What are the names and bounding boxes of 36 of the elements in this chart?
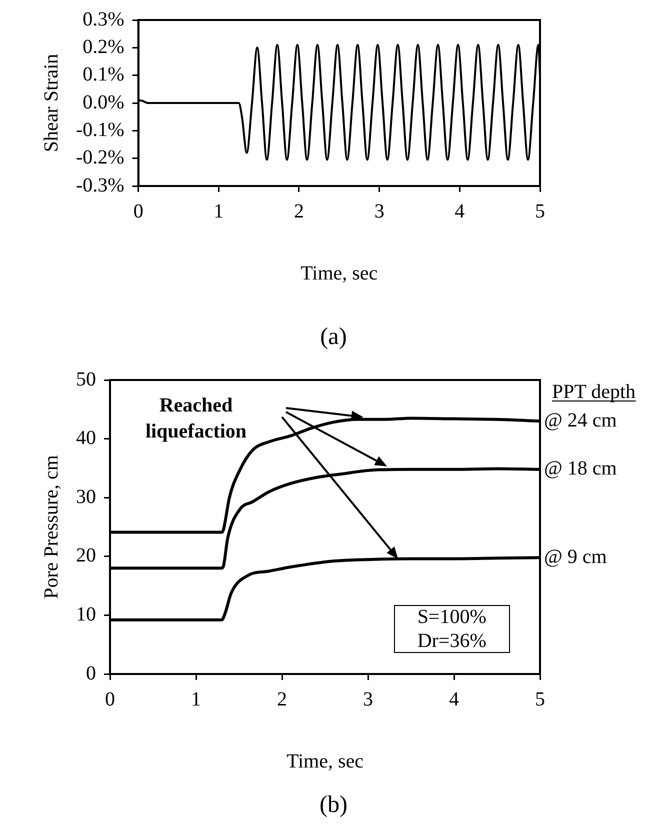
x-tick-label: 1: [214, 200, 224, 222]
y-tick-label: 0.3%: [82, 8, 124, 30]
y-tick-label: 50: [76, 368, 96, 390]
y-tick-label: 40: [76, 427, 96, 450]
y-tick-label: 0.0%: [82, 91, 124, 114]
y-axis-title: Shear Strain: [40, 54, 62, 152]
x-tick-label: 2: [294, 200, 304, 222]
x-tick-label: 3: [363, 688, 373, 710]
series-label: @ 18 cm: [544, 458, 618, 480]
y-tick-label: 30: [76, 486, 96, 508]
text: (a): [319, 324, 348, 351]
x-tick-label: 5: [535, 200, 545, 222]
legend-title: PPT depth: [552, 381, 636, 403]
x-tick-label: 3: [374, 200, 384, 222]
series-label: @ 9 cm: [544, 546, 608, 568]
annotation: Reached liquefaction: [145, 394, 247, 443]
y-tick-label: 0.2%: [82, 36, 124, 58]
y-tick-label: -0.2%: [76, 146, 124, 169]
y-tick-label: 0.1%: [82, 64, 124, 86]
y-tick-label: 10: [76, 603, 96, 626]
y-tick-label: 20: [76, 544, 96, 567]
y-tick-label: 0: [86, 662, 96, 684]
text: (b): [318, 792, 348, 819]
x-tick-label: 5: [535, 688, 545, 710]
y-axis-title: Pore Pressure, cm: [40, 454, 62, 599]
annotation: S=100% Dr=36%: [394, 604, 510, 653]
x-tick-label: 0: [133, 200, 144, 222]
y-tick-label: -0.3%: [76, 174, 124, 196]
x-tick-label: 4: [449, 688, 459, 710]
x-axis-title: Time, sec: [286, 750, 364, 772]
x-tick-label: 2: [277, 688, 287, 710]
legend-label: @ 24 cm: [544, 409, 618, 432]
x-tick-label: 4: [454, 200, 465, 222]
x-tick-label: 1: [191, 688, 201, 710]
x-axis-title: Time, sec: [300, 262, 378, 284]
y-tick-label: -0.1%: [76, 118, 124, 141]
